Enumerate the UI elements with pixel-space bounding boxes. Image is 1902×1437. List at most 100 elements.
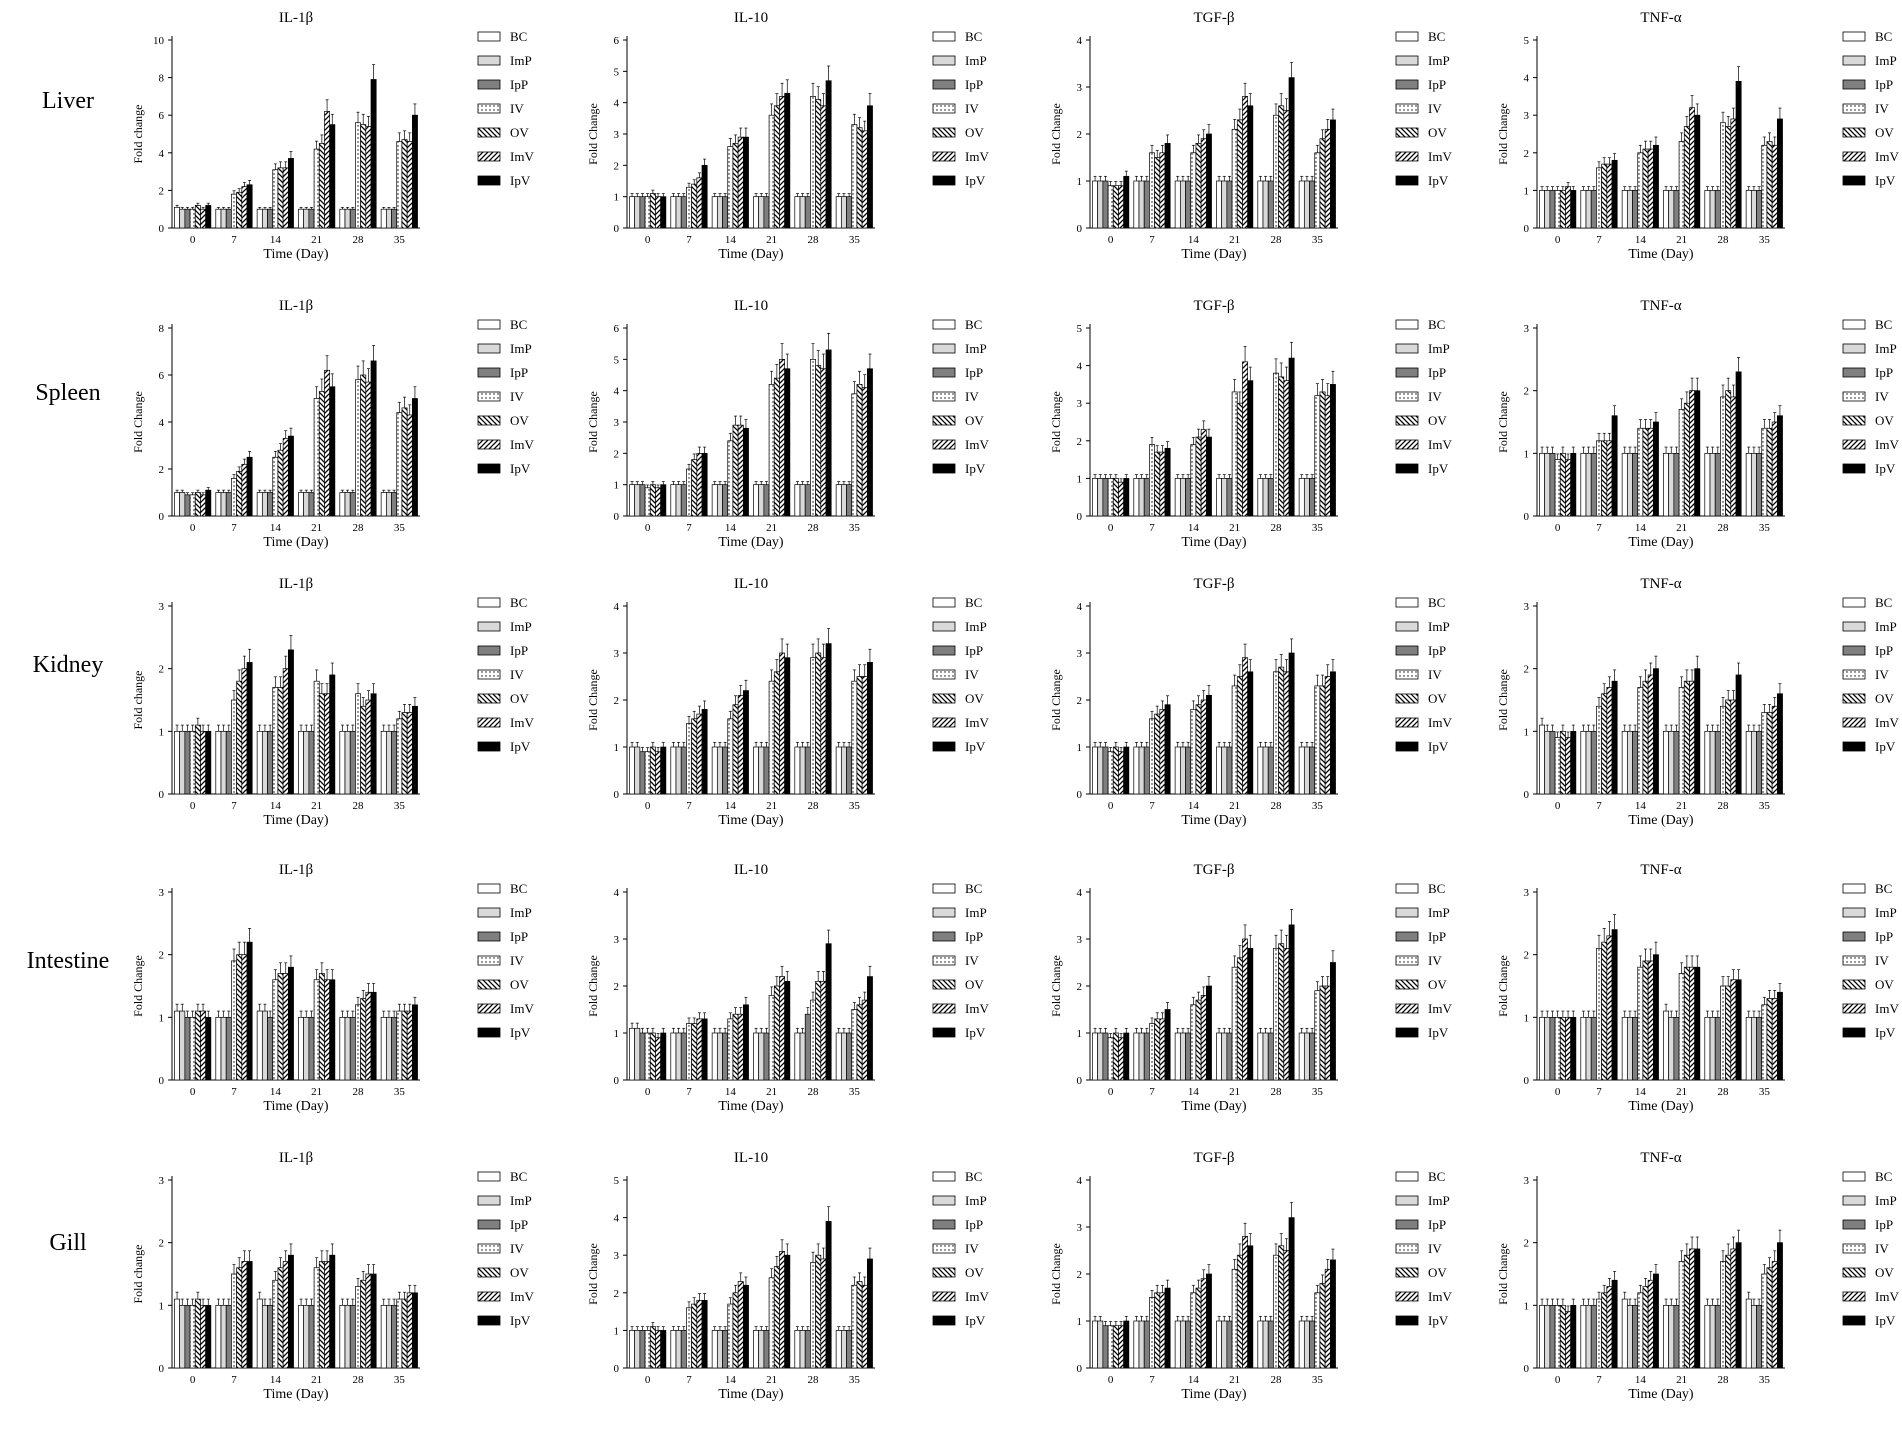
bar-iv-day-0 bbox=[1554, 1304, 1561, 1369]
legend-label-ipp: IpP bbox=[1428, 643, 1446, 658]
bar-ipp-day-7 bbox=[1590, 1304, 1597, 1369]
legend: BC ImP IpP IV OV ImV IpV bbox=[932, 29, 989, 188]
legend-label-ipp: IpP bbox=[1875, 77, 1893, 92]
bar-imv-day-21 bbox=[1242, 938, 1249, 1081]
bar-bc-day-21 bbox=[753, 196, 760, 229]
bar-ov-day-0 bbox=[1559, 1016, 1566, 1081]
bar-ipv-day-21 bbox=[1694, 668, 1701, 795]
legend-label-iv: IV bbox=[1875, 389, 1889, 404]
bar-iv-day-21 bbox=[768, 995, 775, 1081]
y-tick-label: 0 bbox=[1524, 789, 1530, 801]
bar-ipv-day-7 bbox=[1164, 447, 1171, 517]
bar-imp-day-35 bbox=[1303, 1320, 1310, 1369]
bar-ov-day-28 bbox=[1278, 666, 1285, 795]
bar-ov-day-0 bbox=[649, 484, 656, 517]
bar-ipv-day-21 bbox=[329, 674, 336, 795]
bar-bc-day-21 bbox=[1663, 190, 1670, 229]
legend-label-bc: BC bbox=[1428, 881, 1445, 896]
x-axis-label: Time (Day) bbox=[263, 813, 329, 828]
x-tick-label: 0 bbox=[1555, 522, 1561, 534]
legend-label-ipv: IpV bbox=[965, 173, 986, 188]
bar-ov-day-7 bbox=[1154, 1018, 1161, 1081]
x-tick-label: 0 bbox=[645, 234, 651, 246]
y-tick-label: 4 bbox=[1077, 361, 1083, 373]
bar-imp-day-0 bbox=[1097, 1032, 1104, 1081]
bar-ipp-day-28 bbox=[1267, 478, 1274, 517]
bar-ov-day-28 bbox=[1278, 105, 1285, 229]
legend-swatch-bc bbox=[1395, 319, 1419, 330]
x-tick-label: 7 bbox=[686, 234, 692, 246]
y-tick-label: 2 bbox=[614, 160, 620, 172]
legend-label-ov: OV bbox=[510, 413, 529, 428]
bar-imv-day-21 bbox=[1242, 361, 1249, 517]
legend-swatch-ipv bbox=[477, 1315, 501, 1326]
bar-bc-day-0 bbox=[174, 1298, 181, 1369]
bar-imp-day-14 bbox=[1626, 452, 1633, 517]
legend-swatch-imp bbox=[1395, 907, 1419, 918]
bar-bc-day-21 bbox=[753, 746, 760, 795]
bar-imv-day-21 bbox=[1242, 96, 1249, 229]
bar-ov-day-28 bbox=[815, 99, 822, 229]
bar-bc-day-35 bbox=[1745, 730, 1752, 795]
bar-imp-day-14 bbox=[1179, 1032, 1186, 1081]
legend-label-ipv: IpV bbox=[1875, 173, 1896, 188]
bar-ipp-day-35 bbox=[1756, 730, 1763, 795]
legend-swatch-ipp bbox=[1395, 645, 1419, 656]
bar-imv-day-21 bbox=[1689, 966, 1696, 1081]
bar-iv-day-28 bbox=[1273, 114, 1279, 229]
bar-ipv-day-35 bbox=[411, 398, 418, 517]
y-axis-label: Fold change bbox=[131, 1245, 145, 1304]
legend: BC ImP IpP IV OV ImV IpV bbox=[477, 1169, 534, 1328]
bar-imv-day-35 bbox=[1324, 676, 1331, 795]
x-tick-label: 21 bbox=[766, 800, 777, 812]
legend-label-ipv: IpV bbox=[1428, 1025, 1449, 1040]
bar-iv-day-35 bbox=[1761, 427, 1768, 517]
bar-imp-day-21 bbox=[1221, 1320, 1228, 1369]
bar-iv-day-21 bbox=[1678, 1261, 1685, 1369]
bar-ipp-day-28 bbox=[1267, 180, 1274, 229]
bar-ipv-day-28 bbox=[1288, 77, 1295, 229]
bar-bc-day-35 bbox=[1298, 746, 1305, 795]
bar-ipv-day-21 bbox=[329, 979, 336, 1081]
legend: BC ImP IpP IV OV ImV IpV bbox=[477, 595, 534, 754]
y-axis-label: Fold Change bbox=[131, 955, 145, 1017]
y-tick-label: 0 bbox=[614, 511, 620, 523]
legend-label-iv: IV bbox=[1875, 1241, 1889, 1256]
bar-ipp-day-28 bbox=[1714, 730, 1721, 795]
bar-imv-day-21 bbox=[1242, 1236, 1249, 1369]
bar-iv-day-7 bbox=[686, 1307, 692, 1369]
chart-title: TGF-β bbox=[1194, 10, 1235, 26]
bar-imp-day-35 bbox=[1750, 190, 1757, 229]
legend-swatch-ipv bbox=[1842, 463, 1866, 474]
bar-ov-day-0 bbox=[649, 193, 656, 229]
legend-label-ov: OV bbox=[1428, 1265, 1447, 1280]
bar-iv-day-0 bbox=[1554, 459, 1561, 517]
bar-imv-day-7 bbox=[1606, 1286, 1613, 1369]
bar-imv-day-7 bbox=[1159, 451, 1166, 517]
y-tick-label: 5 bbox=[614, 66, 620, 78]
bar-ipp-day-14 bbox=[1185, 478, 1192, 517]
bar-ipp-day-14 bbox=[1185, 1032, 1192, 1081]
legend-label-ov: OV bbox=[1428, 977, 1447, 992]
bar-ipp-day-35 bbox=[1309, 746, 1316, 795]
bar-imv-day-7 bbox=[696, 1299, 703, 1369]
bar-iv-day-21 bbox=[313, 680, 320, 795]
bar-ipp-day-14 bbox=[1632, 190, 1639, 229]
bar-iv-day-35 bbox=[1761, 144, 1768, 229]
bar-bc-day-35 bbox=[835, 1032, 842, 1081]
bar-imv-day-21 bbox=[1689, 1248, 1696, 1369]
bar-ipv-day-7 bbox=[246, 184, 253, 229]
bar-bc-day-21 bbox=[298, 1016, 305, 1081]
bar-imv-day-14 bbox=[1647, 674, 1654, 795]
bar-bc-day-7 bbox=[1133, 1032, 1140, 1081]
bar-ipp-day-0 bbox=[1102, 478, 1109, 517]
legend-label-imv: ImV bbox=[1875, 437, 1899, 452]
legend-swatch-imp bbox=[477, 55, 501, 66]
bar-bc-day-28 bbox=[1257, 1320, 1264, 1369]
bar-ov-day-14 bbox=[732, 143, 739, 229]
bar-bc-day-14 bbox=[1621, 1016, 1628, 1081]
bar-iv-day-21 bbox=[768, 1277, 775, 1369]
y-tick-label: 0 bbox=[1077, 1363, 1083, 1375]
bar-ov-day-21 bbox=[773, 1266, 780, 1369]
bar-imp-day-14 bbox=[716, 196, 723, 229]
